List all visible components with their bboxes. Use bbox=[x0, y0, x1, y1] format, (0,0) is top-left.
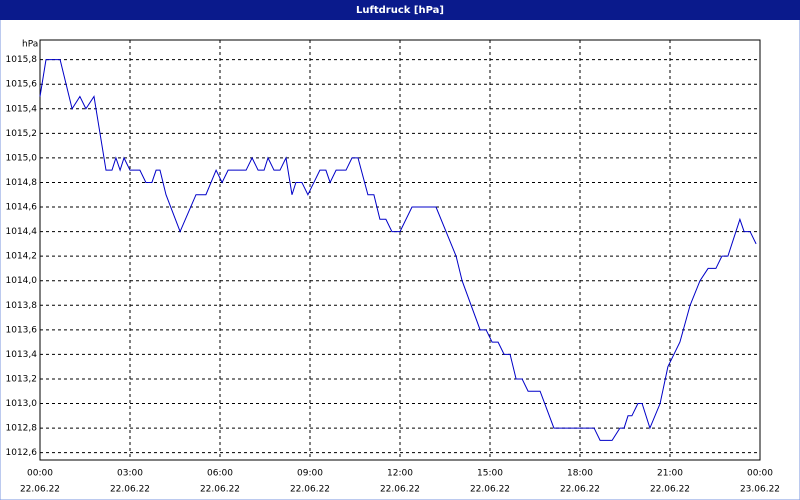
x-tick-label: 21:00 bbox=[657, 469, 683, 479]
line bbox=[39, 59, 757, 441]
y-axis-label: hPa bbox=[22, 40, 38, 50]
x-tick-label: 09:00 bbox=[297, 469, 323, 479]
y-tick-label: 1015,2 bbox=[6, 129, 38, 139]
chart-title: Luftdruck [hPa] bbox=[356, 5, 444, 16]
y-tick-label: 1013,0 bbox=[6, 399, 38, 409]
y-tick-label: 1015,6 bbox=[6, 80, 38, 90]
y-tick-label: 1013,6 bbox=[6, 325, 38, 335]
y-tick-label: 1012,8 bbox=[6, 424, 38, 434]
y-tick-label: 1014,8 bbox=[6, 178, 38, 188]
x-tick-label: 22.06.22 bbox=[200, 485, 240, 495]
y-tick-label: 1013,8 bbox=[6, 301, 38, 311]
x-tick-label: 22.06.22 bbox=[20, 485, 60, 495]
y-tick-label: 1014,0 bbox=[6, 276, 38, 286]
x-tick-label: 00:00 bbox=[747, 469, 773, 479]
y-tick-label: 1012,6 bbox=[6, 448, 38, 458]
x-tick-label: 22.06.22 bbox=[380, 485, 420, 495]
title-bar bbox=[0, 0, 800, 20]
y-tick-label: 1013,4 bbox=[6, 350, 38, 360]
x-tick-label: 03:00 bbox=[117, 469, 143, 479]
y-tick-label: 1014,6 bbox=[6, 203, 38, 213]
y-tick-label: 1015,4 bbox=[6, 104, 38, 114]
y-tick-label: 1015,8 bbox=[6, 55, 38, 65]
x-tick-label: 12:00 bbox=[387, 469, 413, 479]
x-tick-label: 22.06.22 bbox=[290, 485, 330, 495]
y-tick-label: 1013,2 bbox=[6, 374, 38, 384]
x-tick-label: 22.06.22 bbox=[470, 485, 510, 495]
x-tick-label: 23.06.22 bbox=[740, 485, 780, 495]
y-tick-label: 1014,4 bbox=[6, 227, 38, 237]
x-tick-label: 06:00 bbox=[207, 469, 233, 479]
x-tick-label: 15:00 bbox=[477, 469, 503, 479]
x-tick-label: 22.06.22 bbox=[560, 485, 600, 495]
y-tick-label: 1015,0 bbox=[6, 153, 38, 163]
y-tick-label: 1014,2 bbox=[6, 252, 38, 262]
x-tick-label: 00:00 bbox=[27, 469, 53, 479]
x-tick-label: 18:00 bbox=[567, 469, 593, 479]
x-tick-label: 22.06.22 bbox=[110, 485, 150, 495]
x-tick-label: 22.06.22 bbox=[650, 485, 690, 495]
